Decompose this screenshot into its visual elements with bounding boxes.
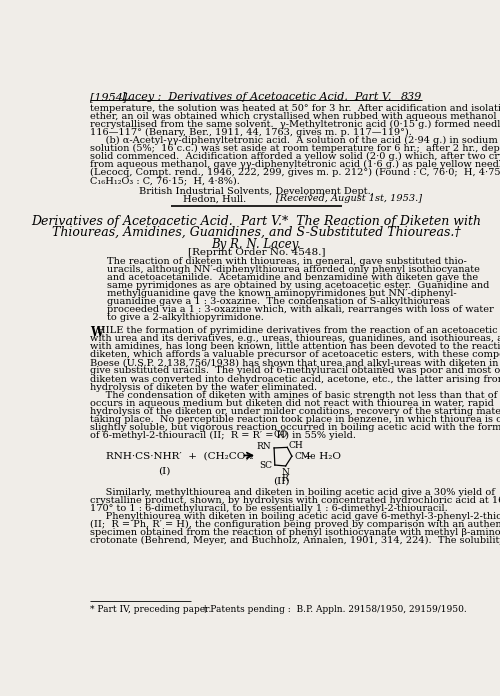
Text: N: N xyxy=(282,468,290,477)
Text: Similarly, methylthiourea and diketen in boiling acetic acid give a 30% yield of: Similarly, methylthiourea and diketen in… xyxy=(90,488,496,497)
Text: 170° to 1 : 6-dimethyluracil, to be essentially 1 : 6-dimethyl-2-thiouracil.: 170° to 1 : 6-dimethyluracil, to be esse… xyxy=(90,504,448,513)
Text: (I): (I) xyxy=(158,467,170,476)
Text: solution (5%;  16 c.c.) was set aside at room temperature for 6 hr.;  after 2 hr: solution (5%; 16 c.c.) was set aside at … xyxy=(90,144,500,153)
Text: C₁₆H₁₂O₃ : C, 76·15;  H, 4·8%).: C₁₆H₁₂O₃ : C, 76·15; H, 4·8%). xyxy=(90,176,240,185)
Text: CMe: CMe xyxy=(294,452,316,461)
Text: RNH·CS·NHR′  +  (CH₂CO)₂: RNH·CS·NHR′ + (CH₂CO)₂ xyxy=(106,452,254,461)
Text: give substituted uracils.  The yield of 6-methyluracil obtained was poor and mos: give substituted uracils. The yield of 6… xyxy=(90,367,500,376)
Text: The condensation of diketen with amines of basic strength not less than that of : The condensation of diketen with amines … xyxy=(90,390,500,400)
Text: +  H₂O: + H₂O xyxy=(304,452,342,461)
Text: occurs in aqueous medium but diketen did not react with thiourea in water, rapid: occurs in aqueous medium but diketen did… xyxy=(90,399,494,408)
Text: hydrolysis of the diketen or, under milder conditions, recovery of the starting : hydrolysis of the diketen or, under mild… xyxy=(90,407,500,416)
Text: By R. N. Lacey.: By R. N. Lacey. xyxy=(212,238,301,251)
Text: of 6-methyl-2-thiouracil (II;  R = R′ = H) in 55% yield.: of 6-methyl-2-thiouracil (II; R = R′ = H… xyxy=(90,432,356,441)
Text: taking place.  No perceptible reaction took place in benzene, in which thiourea : taking place. No perceptible reaction to… xyxy=(90,415,500,424)
Text: uracils, although NN′-diphenylthiourea afforded only phenyl isothiocyanate: uracils, although NN′-diphenylthiourea a… xyxy=(108,265,480,274)
Text: [1954]: [1954] xyxy=(90,92,128,102)
Text: British Industrial Solvents, Development Dept.,: British Industrial Solvents, Development… xyxy=(139,187,374,196)
Text: † Patents pending :  B.P. Appln. 29158/1950, 29159/1950.: † Patents pending : B.P. Appln. 29158/19… xyxy=(203,605,466,614)
Text: Lacey :  Derivatives of Acetoacetic Acid.  Part V.: Lacey : Derivatives of Acetoacetic Acid.… xyxy=(121,92,392,102)
Text: guanidine gave a 1 : 3-oxazine.  The condensation of S-alkylthioureas: guanidine gave a 1 : 3-oxazine. The cond… xyxy=(108,297,450,306)
Text: (II): (II) xyxy=(273,476,289,485)
Text: specimen obtained from the reaction of phenyl isothiocyanate with methyl β-amino: specimen obtained from the reaction of p… xyxy=(90,528,500,537)
Text: 839: 839 xyxy=(400,92,422,102)
Text: Derivatives of Acetoacetic Acid.  Part V.*  The Reaction of Diketen with: Derivatives of Acetoacetic Acid. Part V.… xyxy=(31,215,481,228)
Text: from aqueous methanol, gave γγ-diphenyltetronic acid (1·6 g.) as pale yellow nee: from aqueous methanol, gave γγ-diphenylt… xyxy=(90,160,500,169)
Text: ether, an oil was obtained which crystallised when rubbed with aqueous methanol : ether, an oil was obtained which crystal… xyxy=(90,111,500,120)
Text: [Received, August 1st, 1953.]: [Received, August 1st, 1953.] xyxy=(276,194,422,203)
Text: [Reprint Order No. 4548.]: [Reprint Order No. 4548.] xyxy=(188,248,325,257)
Text: diketen was converted into dehydroacetic acid, acetone, etc., the latter arising: diketen was converted into dehydroacetic… xyxy=(90,374,500,383)
Text: diketen, which affords a valuable precursor of acetoacetic esters, with these co: diketen, which affords a valuable precur… xyxy=(90,350,500,359)
Text: CH: CH xyxy=(289,441,304,450)
Text: proceeded via a 1 : 3-oxazine which, with alkali, rearranges with loss of water: proceeded via a 1 : 3-oxazine which, wit… xyxy=(108,306,494,315)
Text: HILE the formation of pyrimidine derivatives from the reaction of an acetoacetic: HILE the formation of pyrimidine derivat… xyxy=(96,326,500,335)
Text: SC: SC xyxy=(260,461,272,470)
Text: Hedon, Hull.: Hedon, Hull. xyxy=(182,194,246,203)
Text: methylguanidine gave the known aminopyrimidones but NN′-diphenyl-: methylguanidine gave the known aminopyri… xyxy=(108,289,457,298)
Text: with amidines, has long been known, little attention has been devoted to the rea: with amidines, has long been known, litt… xyxy=(90,342,500,351)
Text: (II;  R = Ph, R′ = H), the configuration being proved by comparison with an auth: (II; R = Ph, R′ = H), the configuration … xyxy=(90,520,500,529)
Text: recrystallised from the same solvent.  γ-Methyltetronic acid (0·15 g.) formed ne: recrystallised from the same solvent. γ-… xyxy=(90,120,500,129)
Text: Thioureas, Amidines, Guanidines, and S-Substituted Thioureas.†: Thioureas, Amidines, Guanidines, and S-S… xyxy=(52,226,461,239)
Text: with urea and its derivatives, e.g., ureas, thioureas, guanidines, and isothiour: with urea and its derivatives, e.g., ure… xyxy=(90,334,500,343)
Text: crystalline product, shown, by hydrolysis with concentrated hydrochloric acid at: crystalline product, shown, by hydrolysi… xyxy=(90,496,500,505)
Text: Boese (U.S.P. 2,138,756/1938) has shown that urea and alkyl-ureas with diketen i: Boese (U.S.P. 2,138,756/1938) has shown … xyxy=(90,358,500,367)
Text: * Part IV, preceding paper.: * Part IV, preceding paper. xyxy=(90,605,212,614)
Text: crotonate (Behrend, Meyer, and Buchholz, Annalen, 1901, 314, 224).  The solubili: crotonate (Behrend, Meyer, and Buchholz,… xyxy=(90,537,500,546)
Text: CO: CO xyxy=(274,429,288,438)
Text: (Lecocq, Compt. rend., 1946, 222, 299, gives m. p. 212°) (Found : C, 76·0;  H, 4: (Lecocq, Compt. rend., 1946, 222, 299, g… xyxy=(90,168,500,177)
Text: solid commenced.  Acidification afforded a yellow solid (2·0 g.) which, after tw: solid commenced. Acidification afforded … xyxy=(90,152,500,161)
Text: The reaction of diketen with thioureas, in general, gave substituted thio-: The reaction of diketen with thioureas, … xyxy=(108,257,467,266)
Text: same pyrimidones as are obtained by using acetoacetic ester.  Guanidine and: same pyrimidones as are obtained by usin… xyxy=(108,281,490,290)
Text: 116—117° (Benary, Ber., 1911, 44, 1763, gives m. p. 117—119°).: 116—117° (Benary, Ber., 1911, 44, 1763, … xyxy=(90,128,412,137)
Text: to give a 2-alkylthiopyrimidone.: to give a 2-alkylthiopyrimidone. xyxy=(108,313,264,322)
Text: slightly soluble, but vigorous reaction occurred in boiling acetic acid with the: slightly soluble, but vigorous reaction … xyxy=(90,423,500,432)
Text: RN: RN xyxy=(256,442,271,451)
Text: W: W xyxy=(90,326,104,339)
Text: R′: R′ xyxy=(282,475,290,484)
Text: and acetoacetanilide.  Acetamidine and benzamidine with diketen gave the: and acetoacetanilide. Acetamidine and be… xyxy=(108,273,478,282)
Text: (b) α-Acetyl-γγ-diphenyltetronic acid.  A solution of the acid (2·94 g.) in sodi: (b) α-Acetyl-γγ-diphenyltetronic acid. A… xyxy=(90,136,500,145)
Text: hydrolysis of diketen by the water eliminated.: hydrolysis of diketen by the water elimi… xyxy=(90,383,318,392)
Text: temperature, the solution was heated at 50° for 3 hr.  After acidification and i: temperature, the solution was heated at … xyxy=(90,104,500,113)
Text: Phenylthiourea with diketen in boiling acetic acid gave 6-methyl-3-phenyl-2-thio: Phenylthiourea with diketen in boiling a… xyxy=(90,512,500,521)
